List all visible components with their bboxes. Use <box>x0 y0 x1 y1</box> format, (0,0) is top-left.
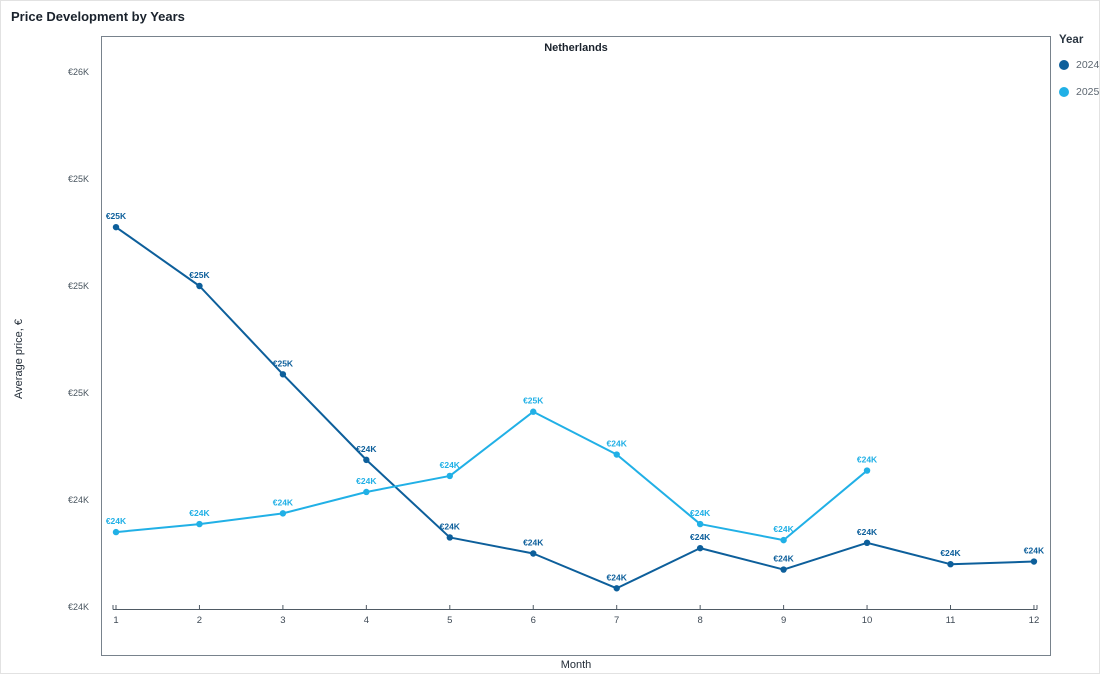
y-axis-tick-label: €24K <box>68 602 89 612</box>
legend-title: Year <box>1059 34 1084 46</box>
x-axis-tick-label: 8 <box>698 615 703 626</box>
data-point-2024-month-3[interactable] <box>279 371 287 378</box>
data-point-label: €24K <box>857 455 878 465</box>
data-point-label: €24K <box>607 572 628 582</box>
legend-label: 2025 <box>1076 86 1100 98</box>
data-point-2024-month-5[interactable] <box>446 534 453 541</box>
y-axis-tick-label: €25K <box>68 174 89 184</box>
plot-frame <box>101 36 1051 656</box>
y-axis-tick-label: €24K <box>68 495 89 505</box>
data-point-label: €24K <box>773 524 794 534</box>
x-axis-tick-label: 5 <box>447 615 452 626</box>
legend-color-dot <box>1059 60 1069 70</box>
legend: Year 2024 2025 <box>1059 34 1100 113</box>
series-line-2025 <box>115 410 869 542</box>
y-axis-tick-label: €25K <box>68 281 89 291</box>
data-point-2025-month-4[interactable] <box>363 488 370 496</box>
x-axis-tick-label: 11 <box>946 615 956 626</box>
data-point-2025-month-5[interactable] <box>446 472 453 480</box>
data-point-2024-month-11[interactable] <box>947 561 954 568</box>
data-point-label: €24K <box>356 476 377 486</box>
legend-color-dot <box>1059 87 1069 97</box>
page-title: Price Development by Years <box>11 9 185 24</box>
x-axis-tick-label: 1 <box>113 615 118 626</box>
x-axis-tick-label: 10 <box>862 615 873 626</box>
data-point-label: €24K <box>440 460 461 470</box>
data-point-label: €24K <box>523 538 544 548</box>
data-point-2025-month-7[interactable] <box>613 451 620 458</box>
data-point-label: €24K <box>189 508 210 518</box>
data-point-2024-month-4[interactable] <box>363 456 370 464</box>
data-point-label: €24K <box>1024 546 1045 556</box>
legend-item-2025[interactable]: 2025 <box>1059 86 1100 98</box>
data-point-2024-month-10[interactable] <box>863 539 871 546</box>
data-point-label: €24K <box>690 508 711 518</box>
data-point-2024-month-1[interactable] <box>112 223 120 231</box>
x-axis-tick-label: 12 <box>1029 615 1040 626</box>
panel-title: Netherlands <box>544 42 608 54</box>
legend-item-2024[interactable]: 2024 <box>1059 59 1100 71</box>
data-point-2025-month-6[interactable] <box>530 408 537 415</box>
y-axis-tick-label: €26K <box>68 67 89 77</box>
x-axis-tick-label: 9 <box>781 615 786 626</box>
data-point-2024-month-8[interactable] <box>696 544 704 552</box>
legend-label: 2024 <box>1076 59 1100 71</box>
data-point-label: €24K <box>440 521 461 531</box>
data-point-2024-month-2[interactable] <box>196 282 203 290</box>
data-point-2025-month-1[interactable] <box>112 528 120 536</box>
data-point-2024-month-9[interactable] <box>780 566 787 573</box>
x-axis-title: Month <box>560 659 592 671</box>
data-point-label: €24K <box>607 439 628 449</box>
data-point-label: €25K <box>273 358 294 368</box>
data-point-2024-month-7[interactable] <box>613 585 620 592</box>
data-point-2025-month-3[interactable] <box>279 510 287 517</box>
data-point-2025-month-2[interactable] <box>196 520 203 528</box>
legend-items: 2024 2025 <box>1059 59 1100 98</box>
data-point-label: €24K <box>690 532 711 542</box>
series-line-2024 <box>115 226 1035 590</box>
data-point-label: €24K <box>106 516 127 526</box>
data-point-label: €25K <box>106 211 127 221</box>
data-point-label: €25K <box>523 396 544 406</box>
data-point-label: €24K <box>857 527 878 537</box>
data-point-label: €24K <box>773 554 794 564</box>
data-point-label: €24K <box>273 497 294 507</box>
data-point-label: €24K <box>356 444 377 454</box>
data-point-label: €25K <box>189 270 210 280</box>
data-point-2024-month-6[interactable] <box>530 550 537 557</box>
x-axis-tick-label: 3 <box>280 615 285 626</box>
data-point-2025-month-8[interactable] <box>696 520 704 528</box>
x-axis-tick-label: 6 <box>531 615 536 626</box>
data-point-2025-month-10[interactable] <box>863 467 871 474</box>
y-axis-tick-label: €25K <box>68 388 89 398</box>
data-point-2025-month-9[interactable] <box>780 536 787 544</box>
data-point-2024-month-12[interactable] <box>1030 558 1038 565</box>
x-axis-tick-label: 4 <box>364 615 369 626</box>
data-point-label: €24K <box>940 548 961 558</box>
x-axis-tick-label: 2 <box>197 615 202 626</box>
x-axis-tick-label: 7 <box>614 615 619 626</box>
